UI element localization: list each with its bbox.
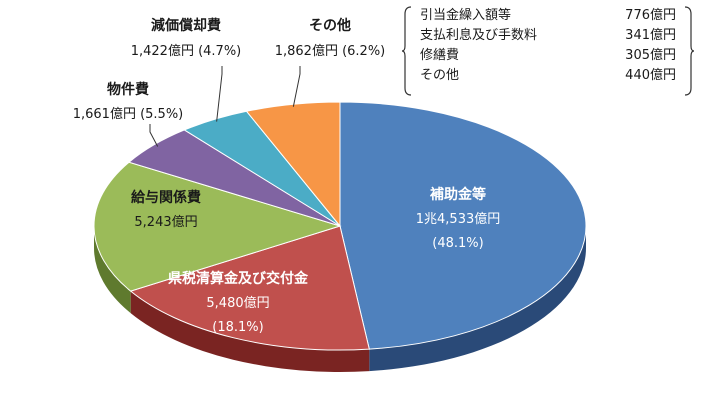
leader-lines bbox=[149, 66, 301, 147]
left-brace-icon bbox=[402, 6, 412, 96]
breakdown-value: 440億円 bbox=[625, 68, 676, 83]
slice-value-depreciation: 1,422億円 (4.7%) bbox=[131, 43, 242, 59]
pie-top-faces bbox=[93, 101, 587, 351]
pie-side-subsidies bbox=[369, 226, 586, 372]
breakdown-label: 支払利息及び手数料 bbox=[420, 28, 538, 43]
breakdown-row: 引当金繰入額等 776億円 bbox=[402, 6, 694, 26]
pie-slice-subsidies bbox=[339, 101, 587, 350]
leader-line-other bbox=[292, 66, 301, 107]
leader-line-depreciation bbox=[216, 66, 223, 122]
right-brace-icon bbox=[684, 6, 694, 96]
slice-label-salaries: 給与関係費 bbox=[131, 189, 201, 206]
pie-slice-other bbox=[245, 101, 341, 228]
pie-side-walls bbox=[94, 226, 586, 372]
slice-label-other: その他 bbox=[309, 17, 351, 34]
slice-label-depreciation: 減価償却費 bbox=[151, 17, 221, 34]
leader-line-goods bbox=[149, 124, 159, 147]
other-breakdown-box: 引当金繰入額等 776億円 支払利息及び手数料 341億円 修繕費 305億円 その他… bbox=[402, 6, 694, 96]
slice-percent-tax-settlement: (18.1%) bbox=[212, 320, 263, 335]
pie-side-salaries bbox=[94, 226, 131, 314]
slice-value-tax-settlement: 5,480億円 bbox=[206, 295, 269, 311]
breakdown-row: その他 440億円 bbox=[402, 66, 694, 86]
slice-label-tax-settlement: 県税清算金及び交付金 bbox=[168, 270, 309, 287]
pie-slice-salaries bbox=[93, 161, 342, 292]
breakdown-value: 341億円 bbox=[625, 28, 676, 43]
breakdown-row: 支払利息及び手数料 341億円 bbox=[402, 26, 694, 46]
breakdown-label: 修繕費 bbox=[420, 48, 460, 63]
breakdown-row: 修繕費 305億円 bbox=[402, 46, 694, 66]
breakdown-label: 引当金繰入額等 bbox=[420, 8, 512, 23]
pie-side-tax-settlement bbox=[130, 291, 370, 372]
slice-label-subsidies: 補助金等 bbox=[429, 186, 486, 203]
pie-slice-tax-settlement bbox=[129, 225, 370, 351]
slice-value-salaries: 5,243億円 bbox=[134, 214, 197, 230]
slice-label-goods: 物件費 bbox=[107, 81, 149, 98]
breakdown-value: 305億円 bbox=[625, 48, 676, 63]
breakdown-value: 776億円 bbox=[625, 8, 676, 23]
slice-value-goods: 1,661億円 (5.5%) bbox=[73, 106, 184, 122]
breakdown-label: その他 bbox=[420, 68, 460, 83]
slice-value-subsidies: 1兆4,533億円 bbox=[416, 211, 501, 227]
slice-value-other: 1,862億円 (6.2%) bbox=[275, 43, 386, 59]
slice-percent-subsidies: (48.1%) bbox=[432, 236, 483, 251]
